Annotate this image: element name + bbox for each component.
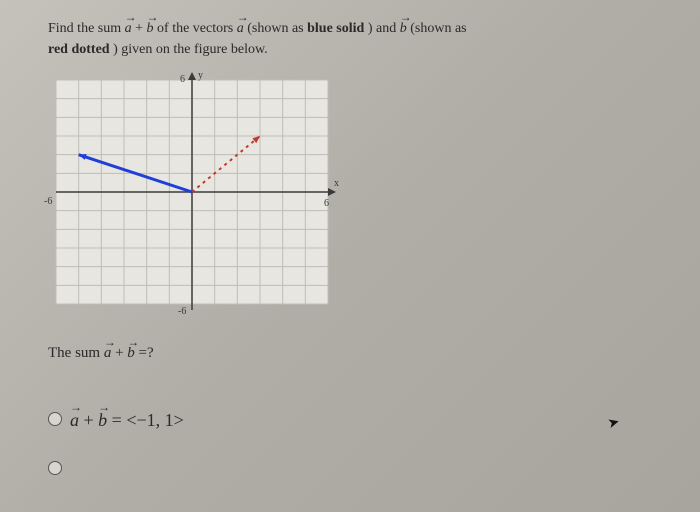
vector-b-symbol: b bbox=[98, 406, 107, 431]
text-blue-solid: blue solid bbox=[307, 21, 364, 36]
vector-a-symbol: a bbox=[104, 341, 112, 362]
svg-text:y: y bbox=[198, 70, 203, 81]
text: + bbox=[135, 21, 146, 36]
text: + bbox=[84, 410, 99, 430]
text: The sum bbox=[48, 345, 104, 361]
vector-a-symbol: a bbox=[125, 14, 132, 39]
text: of the vectors bbox=[157, 21, 237, 36]
vector-a-symbol: a bbox=[237, 14, 244, 39]
problem-statement: Find the sum a + b of the vectors a (sho… bbox=[48, 14, 652, 60]
vector-b-symbol: b bbox=[147, 14, 154, 39]
question-line: The sum a + b =? bbox=[48, 341, 652, 362]
text: Find the sum bbox=[48, 21, 125, 36]
answer-option-2[interactable] bbox=[48, 461, 652, 475]
text: = bbox=[112, 410, 127, 430]
svg-text:x: x bbox=[334, 178, 339, 189]
vector-a-symbol: a bbox=[70, 406, 79, 431]
graph-container: x y 6 -6 -6 6 bbox=[42, 66, 652, 323]
svg-text:6: 6 bbox=[180, 74, 185, 85]
text: =? bbox=[139, 345, 154, 361]
vector-graph: x y 6 -6 -6 6 bbox=[42, 66, 342, 318]
text: ) given on the figure below. bbox=[113, 42, 268, 57]
text-red-dotted: red dotted bbox=[48, 42, 110, 57]
answer-option-1[interactable]: a + b = <−1, 1> bbox=[48, 406, 652, 431]
option-value: <−1, 1> bbox=[126, 410, 183, 430]
text: ) and bbox=[368, 21, 400, 36]
svg-text:-6: -6 bbox=[44, 196, 52, 207]
option-text: a + b = <−1, 1> bbox=[70, 406, 184, 431]
radio-icon[interactable] bbox=[48, 412, 62, 426]
svg-text:-6: -6 bbox=[178, 306, 186, 317]
vector-b-symbol: b bbox=[127, 341, 135, 362]
radio-icon[interactable] bbox=[48, 461, 62, 475]
text: (shown as bbox=[410, 21, 466, 36]
text: + bbox=[115, 345, 127, 361]
vector-b-symbol: b bbox=[400, 14, 407, 39]
page: Find the sum a + b of the vectors a (sho… bbox=[0, 0, 700, 512]
text: (shown as bbox=[247, 21, 307, 36]
svg-text:6: 6 bbox=[324, 198, 329, 209]
